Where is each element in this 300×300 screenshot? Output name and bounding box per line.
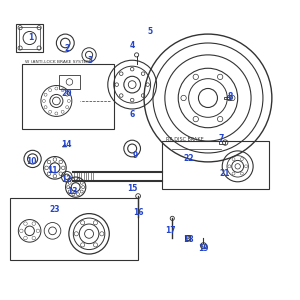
Text: 12: 12	[61, 175, 72, 184]
Text: 20: 20	[61, 89, 72, 98]
Text: 21: 21	[219, 169, 230, 178]
Bar	[10, 198, 138, 260]
Text: 16: 16	[133, 208, 143, 217]
Text: 9: 9	[133, 152, 138, 160]
Text: 15: 15	[127, 184, 137, 193]
Text: 23: 23	[50, 205, 60, 214]
Text: 13: 13	[68, 187, 78, 196]
Bar	[59, 75, 80, 89]
Text: 22: 22	[183, 154, 194, 164]
Text: 18: 18	[183, 235, 194, 244]
Text: 8: 8	[228, 92, 233, 101]
Text: 1: 1	[28, 33, 34, 42]
Text: 10: 10	[26, 158, 36, 166]
Text: 6: 6	[130, 110, 135, 119]
Bar	[219, 141, 225, 144]
Text: 11: 11	[47, 166, 57, 175]
Text: RR DISC BRAKE: RR DISC BRAKE	[166, 137, 204, 142]
Bar	[19, 27, 40, 49]
Text: 3: 3	[88, 56, 93, 65]
Bar	[162, 141, 269, 189]
Text: 4: 4	[130, 41, 135, 50]
Bar	[16, 24, 43, 52]
Text: 19: 19	[198, 244, 209, 253]
Bar	[185, 235, 190, 240]
Text: 17: 17	[166, 226, 176, 235]
Text: 5: 5	[147, 27, 153, 36]
Bar	[22, 64, 114, 129]
Text: 14: 14	[61, 140, 72, 148]
Bar	[224, 97, 230, 99]
Text: W (ANTI-LOCK BRAKE SYSTEM): W (ANTI-LOCK BRAKE SYSTEM)	[25, 60, 92, 64]
Text: 7: 7	[219, 134, 224, 142]
Text: 2: 2	[64, 44, 69, 53]
